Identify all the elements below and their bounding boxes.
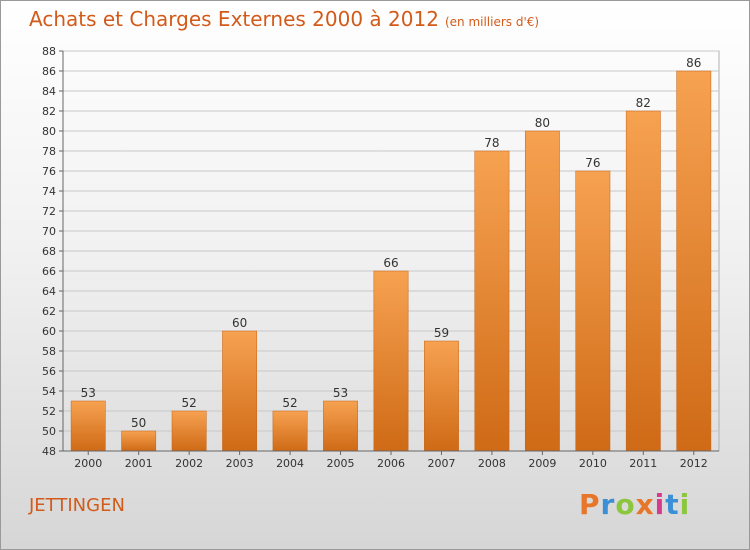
y-tick-label: 60 [42,325,56,338]
y-tick-label: 70 [42,225,56,238]
data-label-2004: 52 [282,396,297,410]
x-tick-label-2010: 2010 [579,457,607,470]
logo-letter: o [615,488,636,521]
data-label-2012: 86 [686,56,701,70]
bar-2009 [524,130,560,452]
x-tick-label-2007: 2007 [427,457,455,470]
y-tick-label: 56 [42,365,56,378]
y-tick-label: 72 [42,205,56,218]
x-tick-label-2002: 2002 [175,457,203,470]
y-tick-label: 48 [42,445,56,458]
y-tick-label: 78 [42,145,56,158]
data-label-2006: 66 [383,256,398,270]
data-label-2009: 80 [535,116,550,130]
y-tick-label: 62 [42,305,56,318]
bar-2006 [373,270,409,452]
data-label-2002: 52 [182,396,197,410]
y-tick-label: 58 [42,345,56,358]
y-tick-label: 54 [42,385,56,398]
chart-subtitle: (en milliers d'€) [444,15,540,29]
bar-2000 [70,400,106,452]
bar-2012 [676,70,712,452]
data-label-2005: 53 [333,386,348,400]
bar-2007 [424,340,459,452]
logo-letter: P [579,488,601,521]
logo-letter: x [635,488,655,521]
bar-2010 [575,170,611,452]
y-tick-label: 68 [42,245,56,258]
y-tick-label: 82 [42,105,56,118]
data-label-2010: 76 [585,156,600,170]
x-tick-label-2001: 2001 [125,457,153,470]
x-tick-label-2003: 2003 [226,457,254,470]
x-tick-label-2008: 2008 [478,457,506,470]
y-tick-label: 74 [42,185,56,198]
x-tick-label-2000: 2000 [74,457,102,470]
axes: 48 50 52 54 56 58 60 62 64 66 68 70 72 74 76 78 80 82 84 86… [42,45,719,470]
y-tick-label: 76 [42,165,56,178]
bar-2008 [474,150,510,452]
x-tick-label-2011: 2011 [629,457,657,470]
y-tick-label: 86 [42,65,56,78]
y-tick-label: 66 [42,265,56,278]
x-tick-label-2005: 2005 [327,457,355,470]
y-tick-label: 50 [42,425,56,438]
data-label-2011: 82 [636,96,651,110]
logo-letter: i [654,488,666,521]
bar-2005 [323,400,358,452]
bar-2011 [625,110,661,452]
chart-title: Achats et Charges Externes 2000 à 2012 (e… [29,7,539,31]
y-tick-label: 84 [42,85,56,98]
data-label-2003: 60 [232,316,247,330]
x-tick-label-2004: 2004 [276,457,304,470]
data-label-2008: 78 [484,136,499,150]
y-tick-label: 80 [42,125,56,138]
x-tick-label-2009: 2009 [528,457,556,470]
bar-2001 [121,430,157,452]
proxiti-logo: Proxiti [579,488,690,521]
bar-2002 [171,410,207,452]
data-label-2001: 50 [131,416,146,430]
y-tick-label: 88 [42,45,56,58]
logo-letter: r [600,488,616,521]
y-tick-label: 64 [42,285,56,298]
logo-letter: t [665,488,680,521]
y-tick-label: 52 [42,405,56,418]
x-tick-label-2006: 2006 [377,457,405,470]
data-label-2000: 53 [81,386,96,400]
data-label-2007: 59 [434,326,449,340]
city-name: JETTINGEN [29,495,125,516]
bars: 53 50 52 60 52 53 66 59 78 80 76 82 86 [70,56,712,452]
x-tick-label-2012: 2012 [680,457,708,470]
logo-letter: i [679,488,691,521]
bar-2004 [272,410,308,452]
chart-title-text: Achats et Charges Externes 2000 à 2012 [29,7,439,31]
bar-2003 [222,330,258,452]
